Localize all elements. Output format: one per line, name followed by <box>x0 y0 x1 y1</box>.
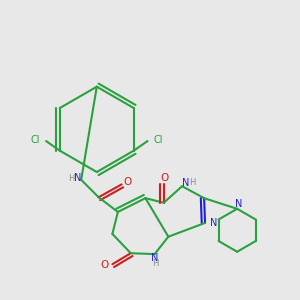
Text: O: O <box>123 177 131 187</box>
Text: N: N <box>210 218 218 229</box>
Text: H: H <box>189 178 195 188</box>
Text: N: N <box>74 173 82 183</box>
Text: O: O <box>160 173 168 183</box>
Text: O: O <box>100 260 109 270</box>
Text: Cl: Cl <box>31 135 40 145</box>
Text: H: H <box>152 259 158 268</box>
Text: N: N <box>235 200 242 209</box>
Text: H: H <box>68 174 74 183</box>
Text: N: N <box>182 178 190 188</box>
Text: N: N <box>152 253 159 263</box>
Text: Cl: Cl <box>154 135 163 145</box>
